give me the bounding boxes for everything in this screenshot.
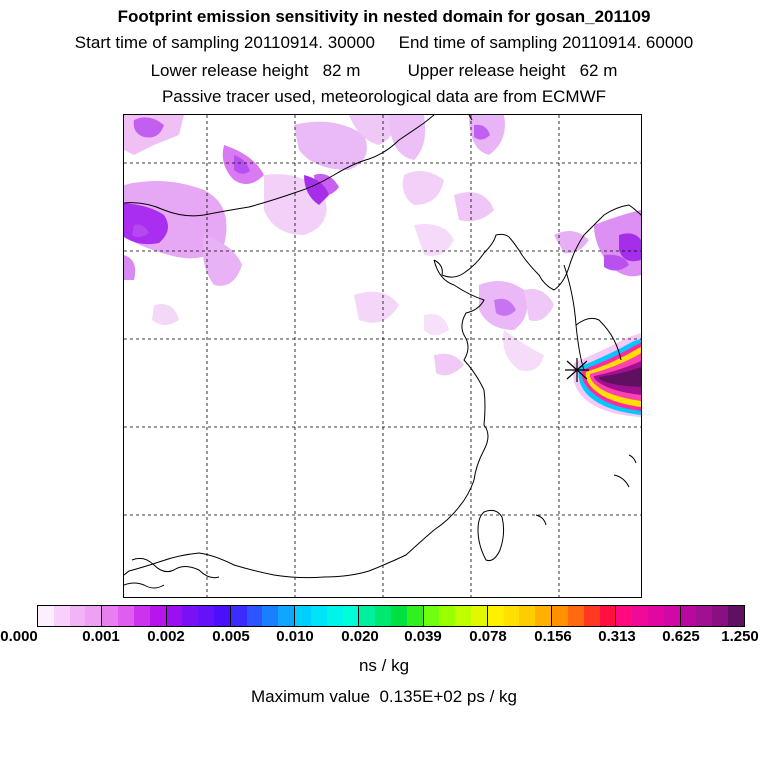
colorbar-swatch (423, 606, 440, 626)
maximum-value-label: Maximum value 0.135E+02 ps / kg (251, 687, 517, 706)
colorbar-swatch (712, 606, 729, 626)
colorbar-swatch (85, 606, 102, 626)
colorbar-segment (230, 606, 296, 626)
colorbar-swatch (455, 606, 472, 626)
colorbar-segment (616, 606, 681, 626)
colorbar-swatch (616, 606, 633, 626)
colorbar (37, 605, 745, 627)
colorbar-swatch (278, 606, 295, 626)
colorbar-swatch (149, 606, 166, 626)
colorbar-swatch (230, 606, 247, 626)
colorbar-swatch (519, 606, 536, 626)
colorbar-segment (487, 606, 553, 626)
colorbar-swatch (567, 606, 584, 626)
title-line: Footprint emission sensitivity in nested… (117, 7, 651, 26)
sensitivity-plume (572, 333, 641, 417)
colorbar-swatch (535, 606, 552, 626)
colorbar-swatch (133, 606, 150, 626)
colorbar-swatch (599, 606, 616, 626)
colorbar-swatch (102, 606, 119, 626)
colorbar-tick: 0.002 (147, 628, 185, 645)
colorbar-swatch (663, 606, 680, 626)
colorbar-swatch (213, 606, 230, 626)
colorbar-swatch (503, 606, 520, 626)
colorbar-swatch (696, 606, 713, 626)
colorbar-swatch (53, 606, 70, 626)
colorbar-segment (680, 606, 744, 626)
colorbar-tick: 0.001 (82, 628, 120, 645)
colorbar-segment (166, 606, 231, 626)
colorbar-tick: 0.078 (469, 628, 507, 645)
sampling-time-line: Start time of sampling 20110914. 30000 E… (74, 33, 694, 52)
colorbar-segment (38, 606, 103, 626)
colorbar-tick: 0.625 (662, 628, 700, 645)
colorbar-swatch (326, 606, 343, 626)
colorbar-swatch (583, 606, 600, 626)
colorbar-swatch (632, 606, 649, 626)
colorbar-units: ns / kg (358, 656, 410, 675)
colorbar-swatch (262, 606, 279, 626)
colorbar-swatch (310, 606, 327, 626)
colorbar-swatch (552, 606, 568, 626)
release-height-line: Lower release height 82 m Upper release … (150, 61, 618, 80)
colorbar-tick: 0.156 (534, 628, 572, 645)
coastlines (124, 115, 641, 589)
colorbar-swatch (406, 606, 423, 626)
colorbar-swatch (295, 606, 311, 626)
colorbar-swatch (487, 606, 504, 626)
colorbar-segment (102, 606, 167, 626)
sensitivity-field-low (124, 115, 641, 376)
colorbar-tick: 0.005 (212, 628, 250, 645)
colorbar-tick: 0.010 (276, 628, 314, 645)
colorbar-tick: 0.020 (341, 628, 379, 645)
colorbar-swatch (166, 606, 183, 626)
colorbar-swatch (118, 606, 134, 626)
receptor-marker (565, 358, 589, 382)
colorbar-swatch (69, 606, 86, 626)
colorbar-segment (359, 606, 424, 626)
colorbar-tick-labels: 0.000 0.001 0.002 0.005 0.010 0.020 0.03… (0, 628, 768, 648)
colorbar-swatch (359, 606, 376, 626)
colorbar-swatch (471, 606, 487, 626)
colorbar-swatch (342, 606, 359, 626)
colorbar-swatch (390, 606, 407, 626)
colorbar-tick: 0.313 (598, 628, 636, 645)
taiwan-island (477, 509, 505, 561)
colorbar-tick: 1.250 (721, 628, 759, 645)
graticule (124, 115, 641, 597)
colorbar-swatch (439, 606, 456, 626)
colorbar-segment (423, 606, 488, 626)
footprint-map (123, 114, 642, 598)
colorbar-tick: 0.000 (0, 628, 38, 645)
colorbar-tick: 0.039 (404, 628, 442, 645)
colorbar-swatch (182, 606, 199, 626)
colorbar-swatch (198, 606, 214, 626)
colorbar-segment (552, 606, 617, 626)
map-canvas (124, 115, 641, 597)
colorbar-swatch (246, 606, 263, 626)
colorbar-segment (295, 606, 360, 626)
colorbar-swatch (728, 606, 744, 626)
tracer-line: Passive tracer used, meteorological data… (161, 87, 607, 106)
colorbar-swatch (38, 606, 54, 626)
colorbar-swatch (680, 606, 697, 626)
colorbar-swatch (648, 606, 664, 626)
colorbar-swatch (375, 606, 391, 626)
